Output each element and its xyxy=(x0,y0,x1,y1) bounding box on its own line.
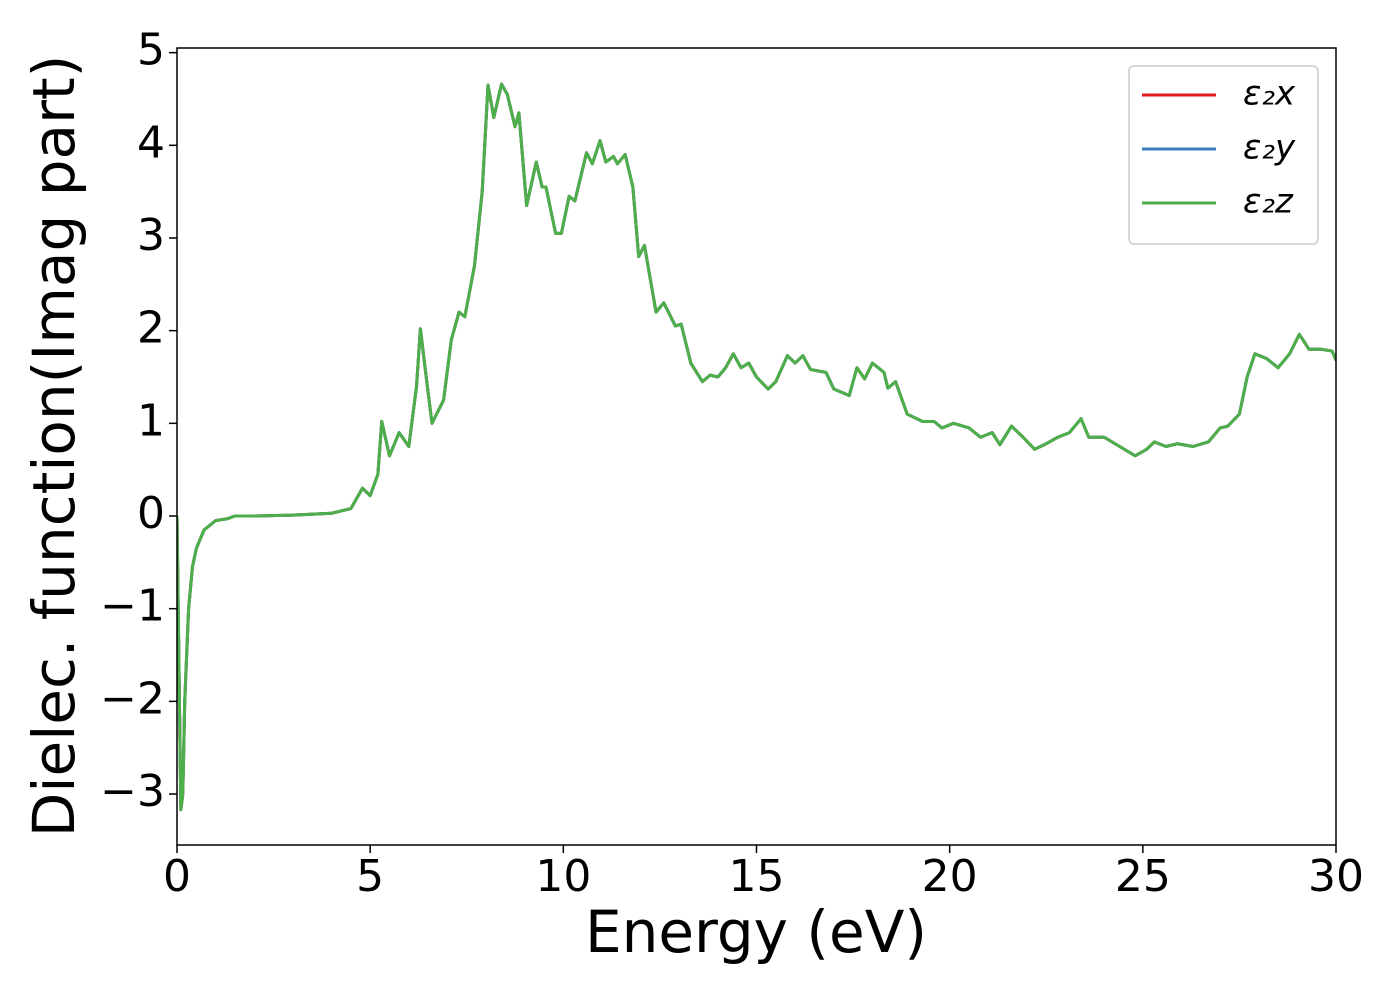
x-tick-label: 5 xyxy=(356,851,384,902)
x-tick-label: 0 xyxy=(163,851,191,902)
x-axis-label: Energy (eV) xyxy=(585,898,927,966)
x-tick-label: 15 xyxy=(729,851,785,902)
y-tick-label: 0 xyxy=(137,488,165,539)
x-tick-label: 10 xyxy=(535,851,591,902)
y-tick-label: 1 xyxy=(137,395,165,446)
plot-frame xyxy=(176,47,1337,846)
y-tick-label: −3 xyxy=(100,766,165,817)
y-tick-label: 2 xyxy=(137,303,165,354)
legend: ε₂x ε₂y ε₂z xyxy=(1128,65,1319,245)
y-tick-label: 3 xyxy=(137,210,165,261)
legend-label: ε₂x xyxy=(1243,74,1296,114)
legend-box xyxy=(1128,65,1319,245)
line-series xyxy=(177,82,1336,812)
y-tick-label: −1 xyxy=(100,581,165,632)
y-tick-label: 4 xyxy=(137,117,165,168)
legend-label: ε₂y xyxy=(1243,128,1296,168)
legend-label: ε₂z xyxy=(1243,182,1294,222)
y-tick-label: −2 xyxy=(100,673,165,724)
y-tick-label: 5 xyxy=(137,25,165,76)
x-tick-label: 25 xyxy=(1115,851,1171,902)
x-tick-label: 20 xyxy=(922,851,978,902)
y-axis-label: Dielec. function(Imag part) xyxy=(20,55,88,838)
x-tick-label: 30 xyxy=(1308,851,1364,902)
